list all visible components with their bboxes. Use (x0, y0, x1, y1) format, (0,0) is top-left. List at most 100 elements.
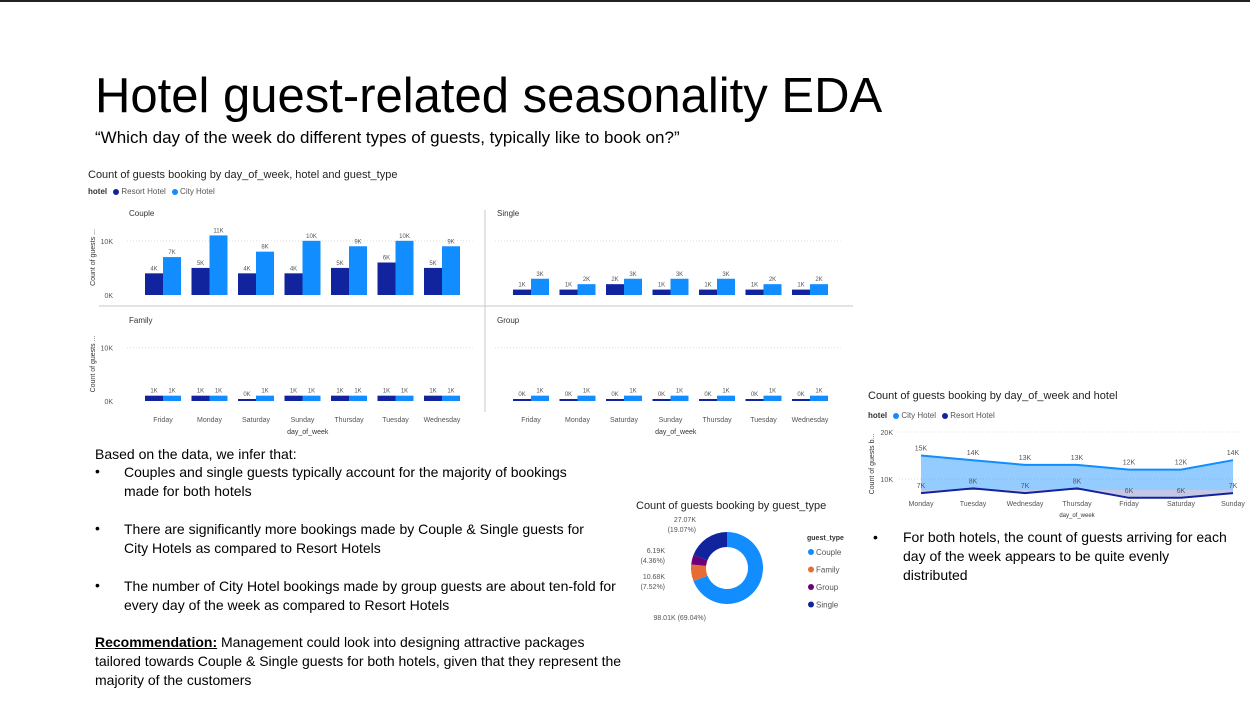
data-label: 1K (769, 389, 776, 395)
bar (513, 289, 531, 295)
panel-title: Group (497, 316, 520, 325)
data-label: 1K (536, 389, 543, 395)
bar (256, 395, 274, 401)
data-label: 1K (168, 389, 175, 395)
data-label: 14K (967, 450, 980, 457)
bar (377, 395, 396, 401)
panel-title: Family (129, 316, 153, 325)
note-right-bullet: For both hotels, the count of guests arr… (903, 529, 1227, 583)
data-label: 1K (565, 283, 572, 289)
data-label: 8K (1073, 478, 1082, 485)
bar (513, 399, 531, 401)
data-label: 1K (583, 389, 590, 395)
x-tick-label: Thursday (702, 417, 732, 424)
data-label: 6K (1177, 488, 1186, 495)
donut-slice (693, 532, 727, 561)
data-label: 14K (1227, 450, 1240, 457)
x-tick-label: Sunday (1221, 501, 1245, 508)
bar-chart-title: Count of guests booking by day_of_week, … (88, 169, 398, 181)
bar (377, 262, 396, 295)
legend-item-city[interactable]: City Hotel (901, 411, 937, 420)
bar (284, 273, 303, 295)
bar (577, 395, 596, 401)
data-label: 0K (704, 392, 711, 398)
bar (256, 251, 274, 295)
bar (145, 273, 163, 295)
data-label: 5K (197, 261, 204, 267)
bar (209, 235, 228, 295)
data-label: 7K (1229, 483, 1238, 490)
panel-title: Single (497, 209, 520, 218)
x-tick-label: Tuesday (382, 417, 409, 424)
bar-chart-legend: hotel Resort Hotel City Hotel (88, 187, 215, 196)
x-tick-label: Thursday (1062, 501, 1092, 508)
bar (763, 395, 782, 401)
area-chart: 20K 10K Count of guests b... 15K 14K 13K 13K 12… (869, 430, 1245, 519)
bar (810, 395, 828, 401)
bar (577, 284, 596, 295)
data-label: 1K (447, 389, 454, 395)
bar (652, 399, 671, 401)
bar (606, 284, 624, 295)
legend-dot (808, 566, 814, 573)
data-label: 7K (1021, 483, 1030, 490)
data-label: 13K (1071, 455, 1084, 462)
data-label: 27.07K (674, 517, 697, 524)
bar (559, 399, 578, 401)
x-tick-label: Wednesday (424, 417, 461, 424)
bar (624, 278, 642, 295)
bar (670, 395, 689, 401)
y-tick-label: 0K (104, 399, 113, 406)
data-label: 1K (676, 389, 683, 395)
data-label: 8K (969, 478, 978, 485)
x-axis-label: day_of_week (655, 429, 697, 436)
bar (302, 240, 321, 295)
bar (606, 399, 624, 401)
data-label: 0K (518, 392, 525, 398)
data-label: 4K (150, 266, 157, 272)
data-label: 1K (658, 283, 665, 289)
data-label: 0K (658, 392, 665, 398)
data-label: 1K (722, 389, 729, 395)
data-label: 4K (290, 266, 297, 272)
data-label: 1K (261, 389, 268, 395)
bar (745, 399, 764, 401)
data-label: 2K (583, 277, 590, 283)
data-label: 0K (565, 392, 572, 398)
data-label: 1K (150, 389, 157, 395)
data-label: 1K (751, 283, 758, 289)
bar (810, 284, 828, 295)
bar (652, 289, 671, 295)
data-label: 6.19K (647, 548, 666, 555)
data-label: 4K (243, 266, 250, 272)
bar (559, 289, 578, 295)
legend-item-resort[interactable]: Resort Hotel (121, 187, 166, 196)
legend-item-city[interactable]: City Hotel (180, 187, 215, 196)
data-label: 15K (915, 446, 928, 453)
data-label: 0K (751, 392, 758, 398)
data-label: 7K (168, 250, 175, 256)
area-chart-legend: hotel City Hotel Resort Hotel (868, 411, 995, 420)
recommendation: Recommendation: Management could look in… (95, 633, 625, 690)
x-tick-label: Tuesday (960, 501, 987, 508)
legend-dot-resort (942, 412, 949, 419)
bar (792, 289, 810, 295)
legend-dot (808, 601, 814, 608)
data-label: 1K (354, 389, 361, 395)
x-tick-label: Saturday (242, 417, 271, 424)
bar (624, 395, 642, 401)
bar (238, 273, 256, 295)
data-label: 0K (797, 392, 804, 398)
y-axis-label: Count of guests b... (869, 434, 876, 495)
data-label: 10K (306, 234, 317, 240)
y-axis-label: Count of guests ... (90, 229, 97, 286)
legend-item-resort[interactable]: Resort Hotel (950, 411, 995, 420)
y-tick-label: 10K (881, 477, 894, 484)
bar (302, 395, 321, 401)
legend-title: hotel (88, 187, 108, 196)
legend-title: guest_type (807, 535, 844, 542)
bar (395, 395, 414, 401)
data-label: 0K (243, 392, 250, 398)
note-bullet-3: The number of City Hotel bookings made b… (124, 578, 616, 613)
data-label: 1K (797, 283, 804, 289)
